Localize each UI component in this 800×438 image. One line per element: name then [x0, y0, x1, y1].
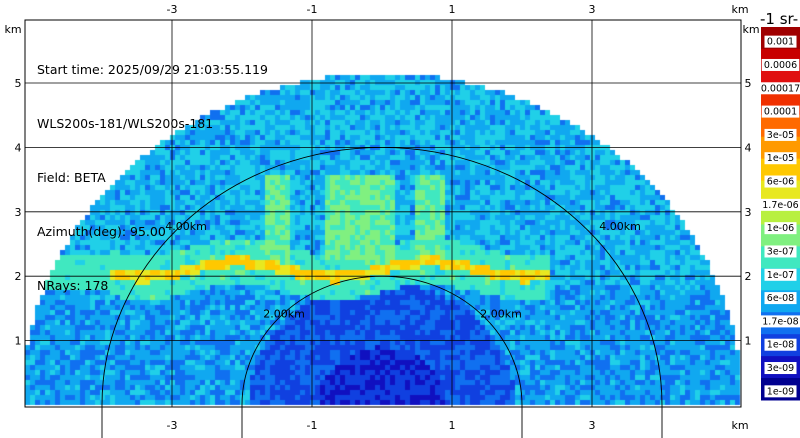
colorbar-tick-label: 1e-06	[767, 223, 794, 234]
colorbar-label-bg	[764, 35, 797, 48]
range-ring-label: 2.00km	[263, 307, 305, 320]
colorbar-tick-label: 3e-07	[767, 246, 794, 257]
x-tick-label-bottom: 1	[449, 419, 456, 432]
colorbar-title: -1 sr-	[760, 10, 799, 28]
range-ring-label: 2.00km	[480, 307, 522, 320]
x-tick-label-top: -3	[167, 3, 178, 16]
colorbar-tick-label: 1e-07	[767, 270, 794, 281]
colorbar-tick-label: 6e-06	[767, 177, 794, 188]
y-tick-label-right: 4	[745, 141, 752, 154]
colorbar-label-bg	[764, 338, 797, 351]
colorbar-label-bg	[758, 198, 800, 211]
x-unit-label-bottom: km	[731, 419, 748, 432]
start-time-text: Start time: 2025/09/29 21:03:55.119	[37, 62, 268, 77]
colorbar-label-bg	[764, 152, 797, 165]
x-tick-label-top: 1	[449, 3, 456, 16]
colorbar-tick-label: 3e-09	[767, 363, 794, 374]
range-ring	[241, 275, 523, 438]
x-tick-label-bottom: -3	[167, 419, 178, 432]
colorbar-segment	[761, 158, 800, 182]
y-tick-label-right: 5	[745, 77, 752, 90]
field-text: Field: BETA	[37, 170, 106, 185]
colorbar-tick-label: 1e-09	[767, 386, 794, 397]
colorbar-tick-label: 3e-05	[767, 130, 794, 141]
x-tick-label-top: 3	[589, 3, 596, 16]
colorbar-tick-label: 1e-08	[767, 340, 794, 351]
y-tick-label-left: 5	[15, 77, 22, 90]
y-tick-label-right: 1	[745, 335, 752, 348]
header-info: Start time: 2025/09/29 21:03:55.119 WLS2…	[37, 25, 268, 313]
y-tick-label-right: 2	[745, 270, 752, 283]
colorbar-tick-label: 1e-05	[767, 153, 794, 164]
x-tick-label-bottom: 3	[589, 419, 596, 432]
y-unit-label-left: km	[4, 23, 21, 36]
colorbar-label-bg	[764, 222, 797, 235]
colorbar-tick-label: 6e-08	[767, 293, 794, 304]
colorbar-label-bg	[764, 245, 797, 258]
y-tick-label-right: 3	[745, 206, 752, 219]
x-tick-label-bottom: -1	[307, 419, 318, 432]
colorbar-label-bg	[764, 385, 797, 398]
y-tick-label-left: 4	[15, 141, 22, 154]
range-ring-label: 4.00km	[599, 220, 641, 233]
nrays-text: NRays: 178	[37, 278, 109, 293]
azimuth-text: Azimuth(deg): 95.00	[37, 224, 166, 239]
instrument-text: WLS200s-181/WLS200s-181	[37, 116, 214, 131]
colorbar-tick-label: 1.7e-08	[762, 316, 798, 327]
colorbar-label-bg	[764, 362, 797, 375]
colorbar-label-bg	[764, 268, 797, 281]
range-ring-label: 4.00km	[165, 220, 207, 233]
colorbar-label-bg	[764, 292, 797, 305]
colorbar-label-bg	[761, 58, 800, 71]
colorbar-tick-label: 0.0001	[764, 107, 797, 118]
y-tick-label-left: 2	[15, 270, 22, 283]
x-unit-label-top: km	[731, 3, 748, 16]
colorbar-tick-label: 0.00017	[761, 83, 800, 94]
colorbar-label-bg	[764, 128, 797, 141]
colorbar-label-bg	[764, 175, 797, 188]
x-tick-label-top: -1	[307, 3, 318, 16]
y-unit-label-right: km	[742, 23, 759, 36]
colorbar-tick-label: 1.7e-06	[762, 200, 798, 211]
plot-frame	[24, 19, 742, 408]
y-tick-label-left: 3	[15, 206, 22, 219]
colorbar-tick-label: 0.001	[767, 37, 794, 48]
y-tick-label-left: 1	[15, 335, 22, 348]
colorbar-label-bg	[758, 315, 800, 328]
colorbar-label-bg	[761, 105, 800, 118]
colorbar-tick-label: 0.0006	[764, 60, 797, 71]
colorbar-label-bg	[758, 82, 800, 95]
range-ring	[101, 146, 663, 438]
